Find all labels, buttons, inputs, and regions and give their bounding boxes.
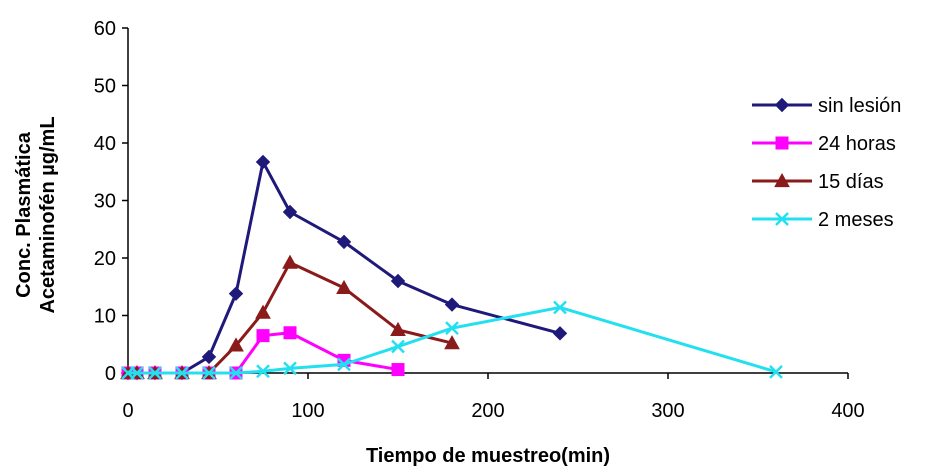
legend-label: sin lesión — [818, 95, 901, 117]
data-point — [336, 234, 352, 250]
x-tick-label: 200 — [471, 400, 504, 422]
marker-stroke — [256, 364, 270, 379]
data-point — [769, 364, 783, 379]
data-point — [256, 364, 270, 379]
data-point — [228, 337, 244, 352]
marker-stroke — [229, 366, 243, 380]
marker-stroke — [148, 366, 162, 380]
data-point — [553, 300, 567, 315]
y-axis-label-line-2: Acetaminofén µg/mL — [37, 116, 59, 313]
legend-label: 24 horas — [818, 133, 896, 155]
data-point — [337, 357, 351, 372]
y-tick-label: 40 — [94, 133, 116, 155]
y-axis-label-line-1: Conc. Plasmática — [13, 131, 35, 298]
data-point — [256, 329, 270, 343]
legend-item: sin lesión — [752, 95, 901, 117]
x-tick-label: 0 — [122, 400, 133, 422]
data-point — [148, 366, 162, 380]
data-point — [336, 279, 352, 294]
legend: sin lesión 24 horas 15 días 2 meses — [752, 95, 901, 231]
marker-stroke — [775, 212, 789, 226]
marker-stroke — [553, 300, 567, 315]
marker-stroke — [202, 366, 216, 380]
data-point — [282, 204, 298, 220]
series-line — [128, 261, 453, 375]
data-point — [445, 321, 459, 336]
legend-item: 24 horas — [752, 133, 896, 155]
legend-label: 2 meses — [818, 209, 894, 231]
series-3 — [120, 254, 460, 380]
data-point — [444, 335, 460, 350]
data-point — [390, 321, 406, 336]
legend-item: 2 meses — [752, 209, 894, 231]
legend-item: 15 días — [752, 171, 884, 193]
y-tick-label: 0 — [105, 363, 116, 385]
x-tick-label: 400 — [831, 400, 864, 422]
marker-stroke — [175, 366, 189, 380]
y-tick-label: 30 — [94, 191, 116, 213]
marker-stroke — [445, 321, 459, 336]
marker-stroke — [769, 364, 783, 379]
data-point — [444, 297, 460, 312]
marker-stroke — [283, 361, 297, 376]
y-tick-label: 50 — [94, 76, 116, 98]
y-tick-label: 10 — [94, 306, 116, 328]
legend-label: 15 días — [818, 171, 884, 193]
data-point — [283, 361, 297, 376]
legend-marker — [775, 136, 789, 150]
data-point — [228, 286, 244, 301]
marker-stroke — [391, 339, 405, 354]
legend-marker — [774, 97, 790, 113]
marker-stroke — [337, 357, 351, 372]
plot-area — [120, 154, 783, 381]
data-point — [282, 254, 298, 269]
x-axis-label: Tiempo de muestreo(min) — [366, 445, 610, 467]
y-tick-label: 60 — [94, 18, 116, 40]
legend-marker — [775, 212, 789, 226]
data-point — [283, 326, 297, 340]
series-line — [128, 160, 561, 375]
data-point — [175, 366, 189, 380]
data-point — [130, 366, 144, 380]
x-tick-label: 100 — [291, 400, 324, 422]
legend-marker — [774, 172, 790, 188]
data-point — [201, 349, 217, 365]
axes: 0 10 20 30 40 50 60 0 100 200 300 400 — [94, 18, 865, 422]
x-tick-label: 300 — [651, 400, 684, 422]
series-4 — [121, 300, 783, 380]
data-point — [229, 366, 243, 380]
marker-stroke — [130, 366, 144, 380]
y-tick-label: 20 — [94, 248, 116, 270]
series-1 — [120, 154, 568, 381]
data-point — [552, 326, 568, 341]
data-point — [391, 363, 405, 377]
data-point — [390, 273, 406, 289]
data-point — [255, 304, 271, 319]
data-point — [202, 366, 216, 380]
data-point — [255, 154, 271, 170]
data-point — [391, 339, 405, 354]
